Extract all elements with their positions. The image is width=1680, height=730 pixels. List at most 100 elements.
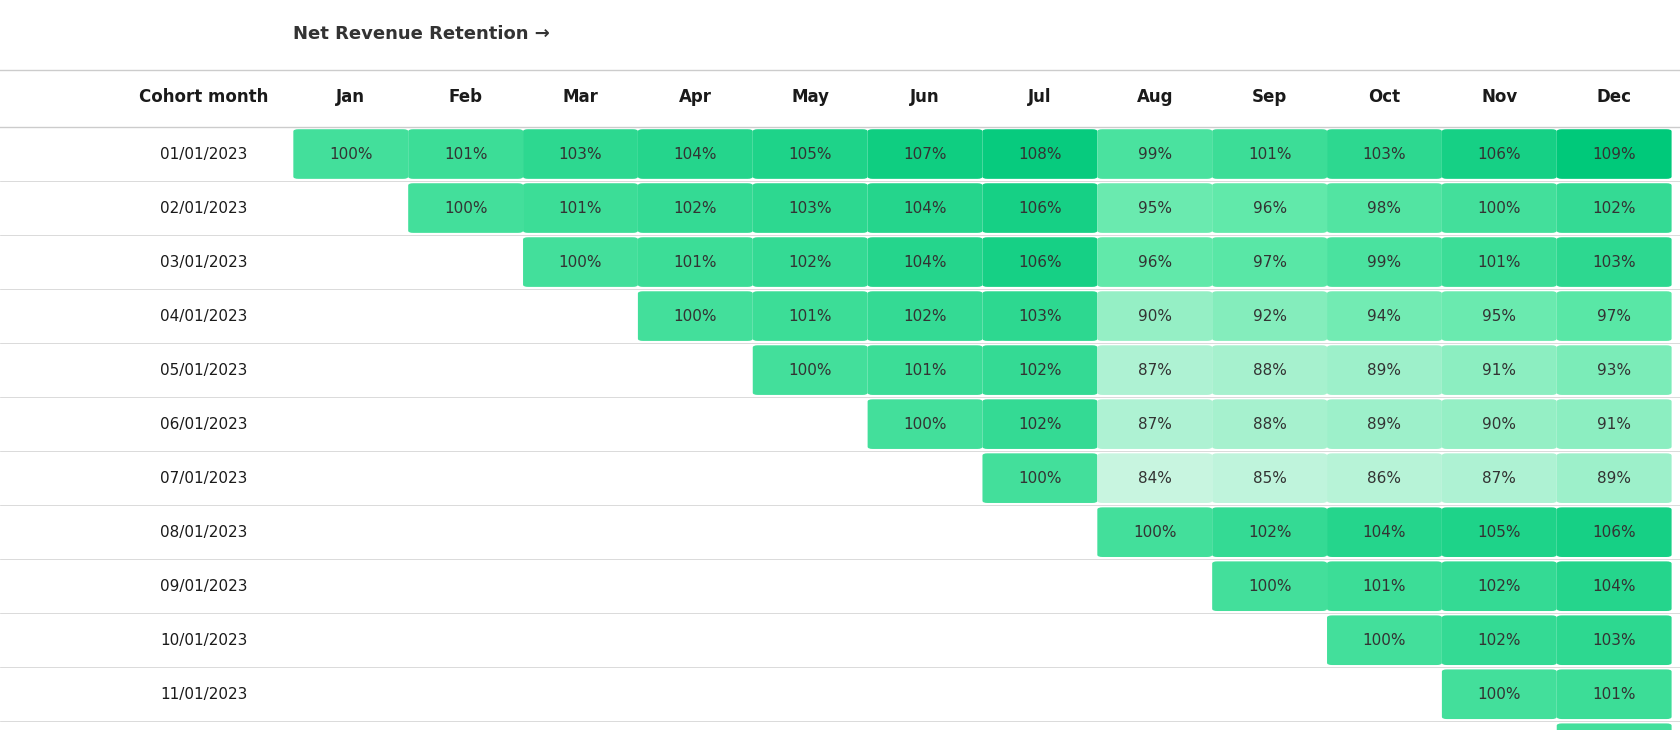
Text: 08/01/2023: 08/01/2023 xyxy=(160,525,247,539)
Text: 102%: 102% xyxy=(904,309,948,323)
FancyBboxPatch shape xyxy=(1441,669,1557,719)
FancyBboxPatch shape xyxy=(1213,507,1327,557)
Text: 106%: 106% xyxy=(1018,201,1062,215)
Text: 100%: 100% xyxy=(329,147,373,161)
Text: 95%: 95% xyxy=(1137,201,1171,215)
Text: May: May xyxy=(791,88,830,107)
FancyBboxPatch shape xyxy=(638,129,753,179)
FancyBboxPatch shape xyxy=(983,345,1097,395)
Text: 101%: 101% xyxy=(904,363,948,377)
Text: 103%: 103% xyxy=(788,201,832,215)
Text: Jul: Jul xyxy=(1028,88,1052,107)
FancyBboxPatch shape xyxy=(408,183,522,233)
Text: 102%: 102% xyxy=(1018,417,1062,431)
FancyBboxPatch shape xyxy=(1557,345,1672,395)
FancyBboxPatch shape xyxy=(753,237,867,287)
FancyBboxPatch shape xyxy=(1327,507,1441,557)
Text: Feb: Feb xyxy=(449,88,482,107)
FancyBboxPatch shape xyxy=(1097,507,1213,557)
FancyBboxPatch shape xyxy=(522,183,638,233)
Text: 91%: 91% xyxy=(1482,363,1517,377)
FancyBboxPatch shape xyxy=(1327,453,1441,503)
Text: 100%: 100% xyxy=(559,255,601,269)
Text: 01/01/2023: 01/01/2023 xyxy=(160,147,247,161)
FancyBboxPatch shape xyxy=(1213,291,1327,341)
Text: 03/01/2023: 03/01/2023 xyxy=(160,255,247,269)
FancyBboxPatch shape xyxy=(1441,183,1557,233)
Text: 104%: 104% xyxy=(674,147,717,161)
Text: 102%: 102% xyxy=(1478,633,1520,648)
Text: Mar: Mar xyxy=(563,88,598,107)
Text: 90%: 90% xyxy=(1482,417,1517,431)
FancyBboxPatch shape xyxy=(1441,237,1557,287)
Text: 99%: 99% xyxy=(1368,255,1401,269)
FancyBboxPatch shape xyxy=(1441,291,1557,341)
Text: 91%: 91% xyxy=(1598,417,1631,431)
FancyBboxPatch shape xyxy=(1557,669,1672,719)
Text: 99%: 99% xyxy=(1137,147,1173,161)
FancyBboxPatch shape xyxy=(638,237,753,287)
Text: 94%: 94% xyxy=(1368,309,1401,323)
Text: 101%: 101% xyxy=(444,147,487,161)
Text: 04/01/2023: 04/01/2023 xyxy=(160,309,247,323)
FancyBboxPatch shape xyxy=(1213,183,1327,233)
FancyBboxPatch shape xyxy=(1327,399,1441,449)
Text: 102%: 102% xyxy=(788,255,832,269)
Text: 101%: 101% xyxy=(1248,147,1292,161)
Text: 100%: 100% xyxy=(1478,201,1520,215)
FancyBboxPatch shape xyxy=(1441,507,1557,557)
FancyBboxPatch shape xyxy=(867,237,983,287)
Text: 106%: 106% xyxy=(1593,525,1636,539)
Text: 105%: 105% xyxy=(1478,525,1520,539)
FancyBboxPatch shape xyxy=(1097,129,1213,179)
Text: 101%: 101% xyxy=(1593,687,1636,702)
Text: 97%: 97% xyxy=(1253,255,1287,269)
FancyBboxPatch shape xyxy=(1441,561,1557,611)
FancyBboxPatch shape xyxy=(983,129,1097,179)
Text: 98%: 98% xyxy=(1368,201,1401,215)
Text: 103%: 103% xyxy=(1593,255,1636,269)
Text: 105%: 105% xyxy=(788,147,832,161)
FancyBboxPatch shape xyxy=(1327,183,1441,233)
FancyBboxPatch shape xyxy=(867,183,983,233)
Text: Dec: Dec xyxy=(1596,88,1631,107)
FancyBboxPatch shape xyxy=(1441,453,1557,503)
FancyBboxPatch shape xyxy=(867,291,983,341)
Text: 108%: 108% xyxy=(1018,147,1062,161)
FancyBboxPatch shape xyxy=(1557,399,1672,449)
FancyBboxPatch shape xyxy=(1441,615,1557,665)
FancyBboxPatch shape xyxy=(1327,291,1441,341)
Text: Net Revenue Retention →: Net Revenue Retention → xyxy=(294,26,551,43)
FancyBboxPatch shape xyxy=(753,129,867,179)
FancyBboxPatch shape xyxy=(1557,291,1672,341)
Text: 104%: 104% xyxy=(1362,525,1406,539)
Text: 93%: 93% xyxy=(1598,363,1631,377)
Text: 09/01/2023: 09/01/2023 xyxy=(160,579,247,593)
FancyBboxPatch shape xyxy=(1213,129,1327,179)
FancyBboxPatch shape xyxy=(1327,129,1441,179)
FancyBboxPatch shape xyxy=(1441,399,1557,449)
Text: Aug: Aug xyxy=(1136,88,1173,107)
FancyBboxPatch shape xyxy=(867,129,983,179)
Text: 06/01/2023: 06/01/2023 xyxy=(160,417,247,431)
Text: 85%: 85% xyxy=(1253,471,1287,485)
FancyBboxPatch shape xyxy=(1097,291,1213,341)
Text: 102%: 102% xyxy=(1248,525,1292,539)
FancyBboxPatch shape xyxy=(1097,183,1213,233)
Text: 89%: 89% xyxy=(1598,471,1631,485)
FancyBboxPatch shape xyxy=(753,291,867,341)
Text: 103%: 103% xyxy=(1018,309,1062,323)
Text: 100%: 100% xyxy=(1248,579,1292,593)
Text: 07/01/2023: 07/01/2023 xyxy=(160,471,247,485)
Text: 89%: 89% xyxy=(1368,363,1401,377)
FancyBboxPatch shape xyxy=(1557,615,1672,665)
FancyBboxPatch shape xyxy=(522,237,638,287)
Text: 101%: 101% xyxy=(1362,579,1406,593)
Text: 90%: 90% xyxy=(1137,309,1171,323)
Text: 101%: 101% xyxy=(559,201,601,215)
FancyBboxPatch shape xyxy=(983,237,1097,287)
Text: 100%: 100% xyxy=(1132,525,1176,539)
FancyBboxPatch shape xyxy=(294,129,408,179)
Text: 100%: 100% xyxy=(444,201,487,215)
FancyBboxPatch shape xyxy=(983,453,1097,503)
